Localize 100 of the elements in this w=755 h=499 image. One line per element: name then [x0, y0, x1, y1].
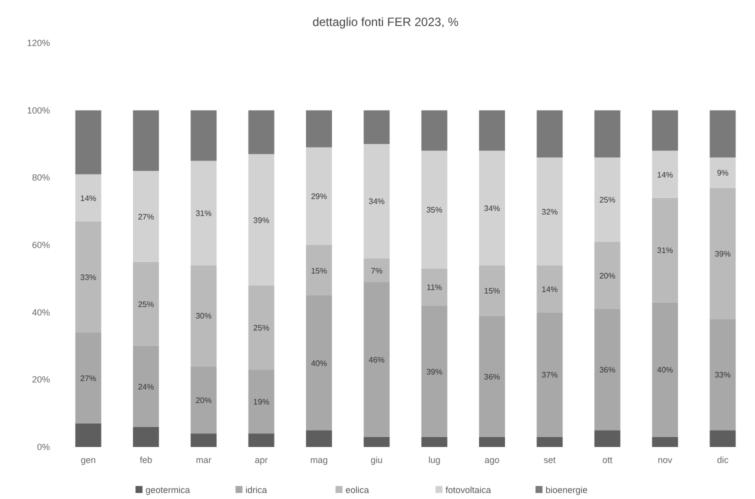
bar [421, 110, 448, 151]
y-tick-label: 60% [32, 240, 50, 250]
data-label: 27% [138, 212, 154, 222]
legend-label: fotovoltaica [446, 485, 492, 495]
data-label: 33% [80, 272, 96, 282]
y-tick-label: 120% [26, 38, 50, 48]
bar [75, 110, 102, 174]
data-label: 24% [138, 382, 154, 392]
bar [652, 198, 678, 302]
bar [306, 296, 332, 430]
bar [248, 110, 274, 154]
legend-label: idrica [246, 485, 268, 495]
data-label: 25% [138, 300, 154, 309]
bar [190, 366, 217, 434]
x-tick-label: feb [140, 455, 152, 465]
bar [594, 430, 620, 447]
bar [248, 285, 274, 370]
data-label: 33% [714, 370, 731, 380]
y-tick-label: 100% [26, 105, 50, 116]
x-tick-label: mar [196, 455, 212, 465]
bar [364, 110, 390, 144]
data-label: 37% [542, 370, 558, 380]
data-label: 46% [368, 355, 385, 364]
bar [248, 154, 274, 286]
legend-label: eolica [346, 485, 370, 495]
data-label: 9% [716, 168, 728, 178]
x-tick-label: mag [310, 455, 328, 465]
bar [132, 170, 159, 262]
bar [652, 150, 678, 198]
data-label: 11% [426, 283, 442, 292]
bar [536, 110, 563, 158]
bar [652, 302, 678, 437]
data-label: 39% [714, 249, 731, 258]
bar [594, 242, 620, 309]
bar [132, 110, 159, 171]
bar [248, 434, 274, 447]
bar [594, 308, 620, 430]
data-label: 40% [310, 358, 327, 368]
y-tick-label: 20% [32, 374, 50, 385]
data-label: 25% [599, 196, 616, 205]
bar [190, 434, 217, 447]
bar [710, 319, 736, 430]
bar [652, 436, 678, 447]
x-tick-label: dic [716, 455, 729, 465]
bar [75, 332, 102, 424]
y-tick-label: 40% [32, 307, 50, 318]
y-tick-label: 0% [36, 442, 50, 452]
data-label: 32% [542, 207, 558, 216]
bar [306, 430, 332, 447]
data-label: 15% [310, 266, 327, 276]
data-label: 34% [484, 204, 500, 213]
data-label: 35% [426, 206, 442, 215]
data-label: 14% [80, 194, 96, 203]
data-label: 30% [196, 312, 212, 321]
bar [479, 316, 505, 437]
y-tick-label: 80% [32, 172, 50, 183]
data-label: 31% [196, 209, 212, 218]
bar [248, 370, 274, 434]
bar [364, 436, 390, 447]
bar [421, 306, 448, 437]
data-label: 20% [599, 271, 616, 280]
bar [75, 221, 102, 333]
x-tick-label: set [544, 455, 556, 465]
x-tick-label: ott [602, 455, 613, 465]
bar [421, 436, 448, 447]
bar [75, 423, 102, 447]
bar [479, 150, 505, 266]
data-label: 40% [657, 366, 674, 375]
data-label: 34% [368, 197, 385, 206]
data-label: 14% [657, 170, 674, 180]
bar [306, 110, 332, 148]
bar [479, 110, 505, 151]
bar [710, 430, 736, 447]
bar [479, 265, 505, 316]
bar [652, 110, 678, 151]
data-label: 14% [542, 284, 558, 294]
data-label: 7% [370, 266, 382, 276]
data-label: 19% [253, 398, 270, 407]
bar [132, 426, 159, 447]
bar [536, 312, 563, 437]
bar [132, 262, 159, 346]
x-tick-label: giu [370, 455, 383, 465]
bar [594, 157, 620, 242]
data-label: 25% [253, 323, 270, 332]
x-tick-label: ago [484, 455, 500, 465]
bar [594, 110, 620, 158]
chart-title: dettaglio fonti FER 2023, % [312, 15, 459, 29]
x-tick-label: nov [658, 455, 673, 465]
bar [190, 160, 217, 266]
bar [190, 110, 217, 161]
bar [364, 282, 390, 437]
data-label: 39% [253, 216, 270, 225]
data-label: 31% [657, 246, 674, 256]
bar [710, 110, 736, 158]
bar [306, 245, 332, 296]
legend-label: bioenergie [546, 485, 588, 495]
bar [710, 188, 736, 320]
x-tick-label: apr [254, 455, 268, 465]
bar [75, 174, 102, 222]
data-label: 36% [484, 372, 500, 382]
